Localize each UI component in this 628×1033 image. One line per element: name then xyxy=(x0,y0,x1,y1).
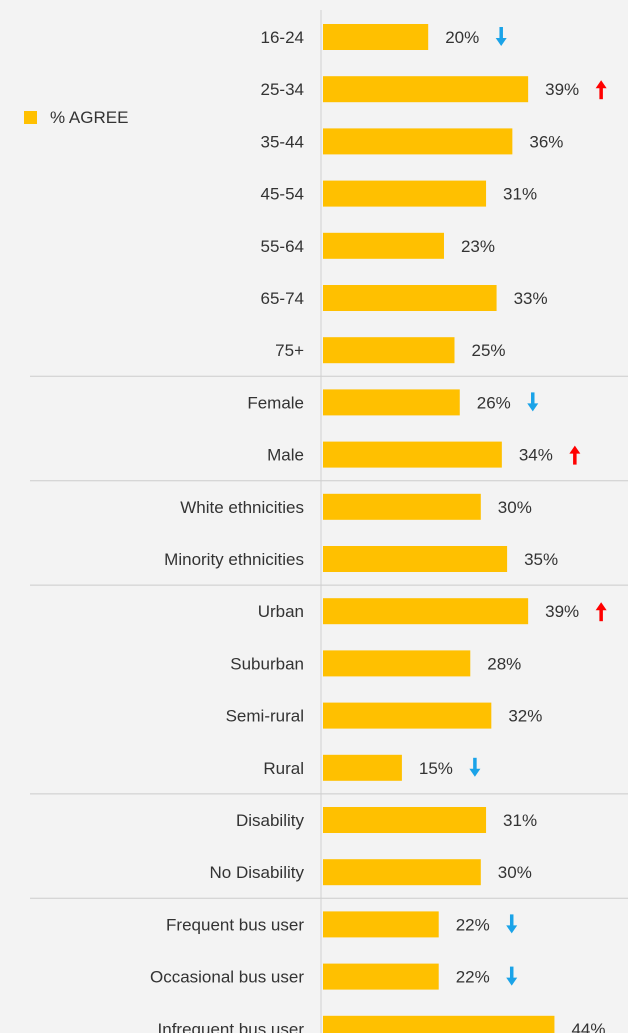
bar xyxy=(323,807,487,833)
bar xyxy=(323,24,429,50)
trend-down-arrow-icon xyxy=(527,392,539,412)
trend-up-arrow-icon xyxy=(569,445,581,465)
value-label: 39% xyxy=(545,602,579,621)
value-label: 31% xyxy=(503,185,537,204)
category-label: Semi-rural xyxy=(226,707,304,726)
bar xyxy=(323,285,497,311)
bar xyxy=(323,128,513,155)
value-label: 22% xyxy=(456,968,490,987)
legend: % AGREE xyxy=(24,108,128,127)
bar xyxy=(323,1015,555,1033)
value-label: 23% xyxy=(461,237,495,256)
category-label: 55-64 xyxy=(261,237,304,256)
category-label: 25-34 xyxy=(261,80,304,99)
category-label: Female xyxy=(247,393,304,412)
category-label: Infrequent bus user xyxy=(158,1020,305,1033)
value-label: 35% xyxy=(524,550,558,569)
trend-up-arrow-icon xyxy=(595,602,607,622)
bar xyxy=(323,441,502,468)
bars: 16-24 20% 25-34 39% 35-44 36% 45-54 31% 55-64 23%… xyxy=(150,24,607,1033)
bar xyxy=(323,180,487,207)
value-label: 36% xyxy=(529,132,563,151)
value-label: 33% xyxy=(514,289,548,308)
trend-down-arrow-icon xyxy=(506,966,518,986)
category-label: Suburban xyxy=(230,654,304,673)
category-label: Frequent bus user xyxy=(166,915,304,934)
bar xyxy=(323,754,402,781)
bar xyxy=(323,911,439,938)
category-label: Minority ethnicities xyxy=(164,550,304,569)
bar xyxy=(323,963,439,990)
category-label: 75+ xyxy=(275,341,304,360)
value-label: 22% xyxy=(456,915,490,934)
category-label: Male xyxy=(267,446,304,465)
group-dividers xyxy=(30,375,628,899)
trend-up-arrow-icon xyxy=(595,80,607,100)
trend-down-arrow-icon xyxy=(495,27,507,46)
category-label: 35-44 xyxy=(261,132,304,151)
category-label: Rural xyxy=(263,759,304,778)
category-label: Occasional bus user xyxy=(150,968,304,987)
bar xyxy=(323,546,508,572)
bar xyxy=(323,702,492,729)
bar xyxy=(323,389,460,416)
value-label: 44% xyxy=(571,1020,605,1033)
value-label: 26% xyxy=(477,393,511,412)
trend-down-arrow-icon xyxy=(506,914,518,934)
value-label: 15% xyxy=(419,759,453,778)
category-label: No Disability xyxy=(210,863,305,882)
value-label: 30% xyxy=(498,498,532,517)
bar xyxy=(323,650,471,677)
trend-down-arrow-icon xyxy=(469,757,481,777)
category-label: 65-74 xyxy=(261,289,304,308)
category-label: Urban xyxy=(258,602,304,621)
value-label: 28% xyxy=(487,654,521,673)
value-label: 30% xyxy=(498,863,532,882)
category-label: Disability xyxy=(236,811,305,830)
value-label: 25% xyxy=(472,341,506,360)
value-label: 34% xyxy=(519,446,553,465)
category-label: White ethnicities xyxy=(180,498,304,517)
value-label: 20% xyxy=(445,28,479,47)
bar xyxy=(323,76,529,103)
value-label: 31% xyxy=(503,811,537,830)
bar xyxy=(323,232,444,259)
bar xyxy=(323,598,529,625)
legend-swatch xyxy=(24,111,37,124)
category-label: 45-54 xyxy=(261,185,304,204)
legend-label: % AGREE xyxy=(50,108,128,127)
category-label: 16-24 xyxy=(261,28,304,47)
bar xyxy=(323,337,455,364)
bar xyxy=(323,859,481,886)
value-label: 39% xyxy=(545,80,579,99)
bar xyxy=(323,493,481,520)
value-label: 32% xyxy=(508,707,542,726)
